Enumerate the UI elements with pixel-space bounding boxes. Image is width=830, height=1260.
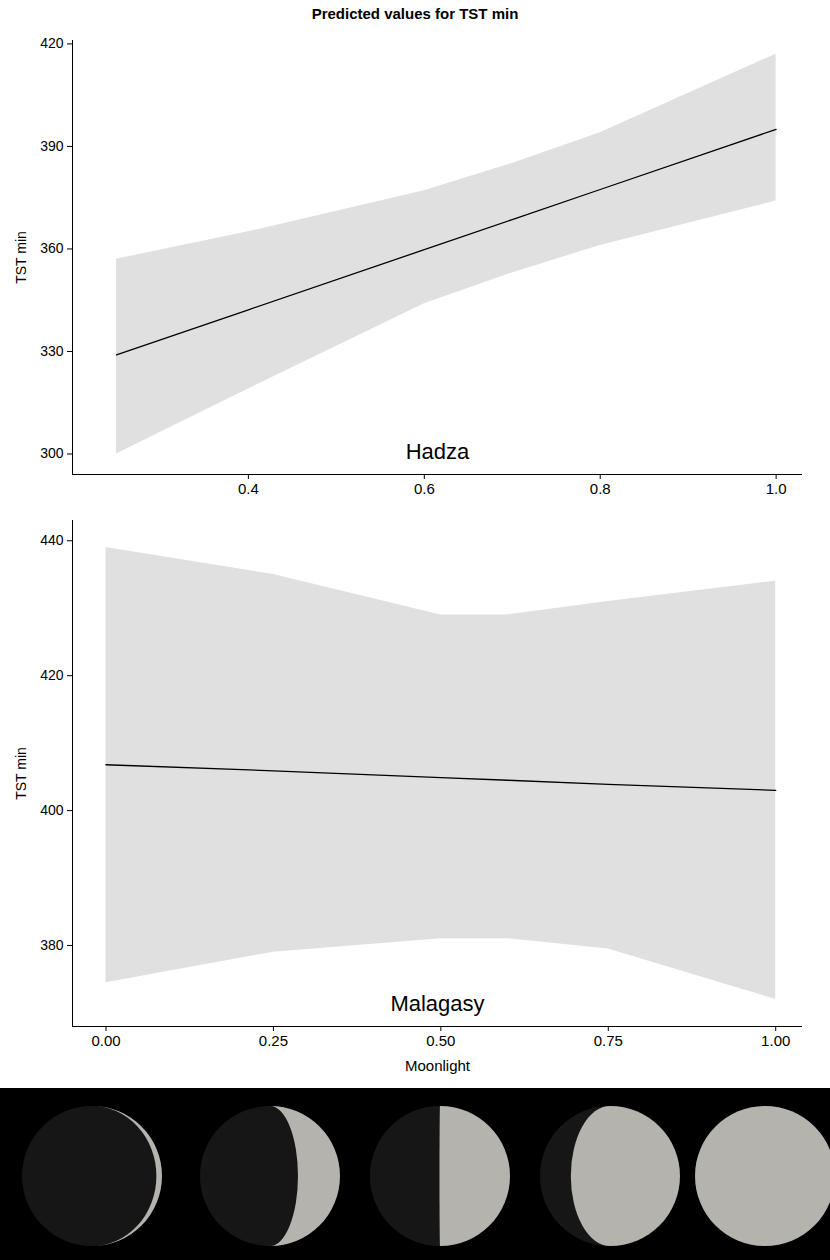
svg-text:0.75: 0.75 (594, 1032, 623, 1049)
svg-text:0.4: 0.4 (238, 480, 259, 497)
svg-text:Malagasy: Malagasy (390, 991, 484, 1016)
html-text:Predicted values for TST min: Predicted values for TST min (311, 5, 519, 22)
svg-text:TST min: TST min (13, 747, 29, 800)
svg-text:0.8: 0.8 (590, 480, 611, 497)
svg-text:400: 400 (40, 802, 64, 818)
svg-text:330: 330 (40, 343, 64, 359)
svg-text:0.6: 0.6 (414, 480, 435, 497)
svg-text:380: 380 (40, 937, 64, 953)
svg-text:420: 420 (40, 667, 64, 683)
svg-text:1.00: 1.00 (761, 1032, 790, 1049)
svg-text:390: 390 (40, 138, 64, 154)
svg-text:Moonlight: Moonlight (405, 1057, 471, 1074)
svg-text:TST min: TST min (13, 231, 29, 284)
svg-text:Hadza: Hadza (406, 439, 470, 464)
svg-text:0.00: 0.00 (91, 1032, 120, 1049)
svg-text:300: 300 (40, 445, 64, 461)
svg-text:0.25: 0.25 (259, 1032, 288, 1049)
svg-text:1.0: 1.0 (766, 480, 787, 497)
svg-text:440: 440 (40, 532, 64, 548)
svg-text:420: 420 (40, 35, 64, 51)
svg-text:360: 360 (40, 240, 64, 256)
svg-text:0.50: 0.50 (426, 1032, 455, 1049)
